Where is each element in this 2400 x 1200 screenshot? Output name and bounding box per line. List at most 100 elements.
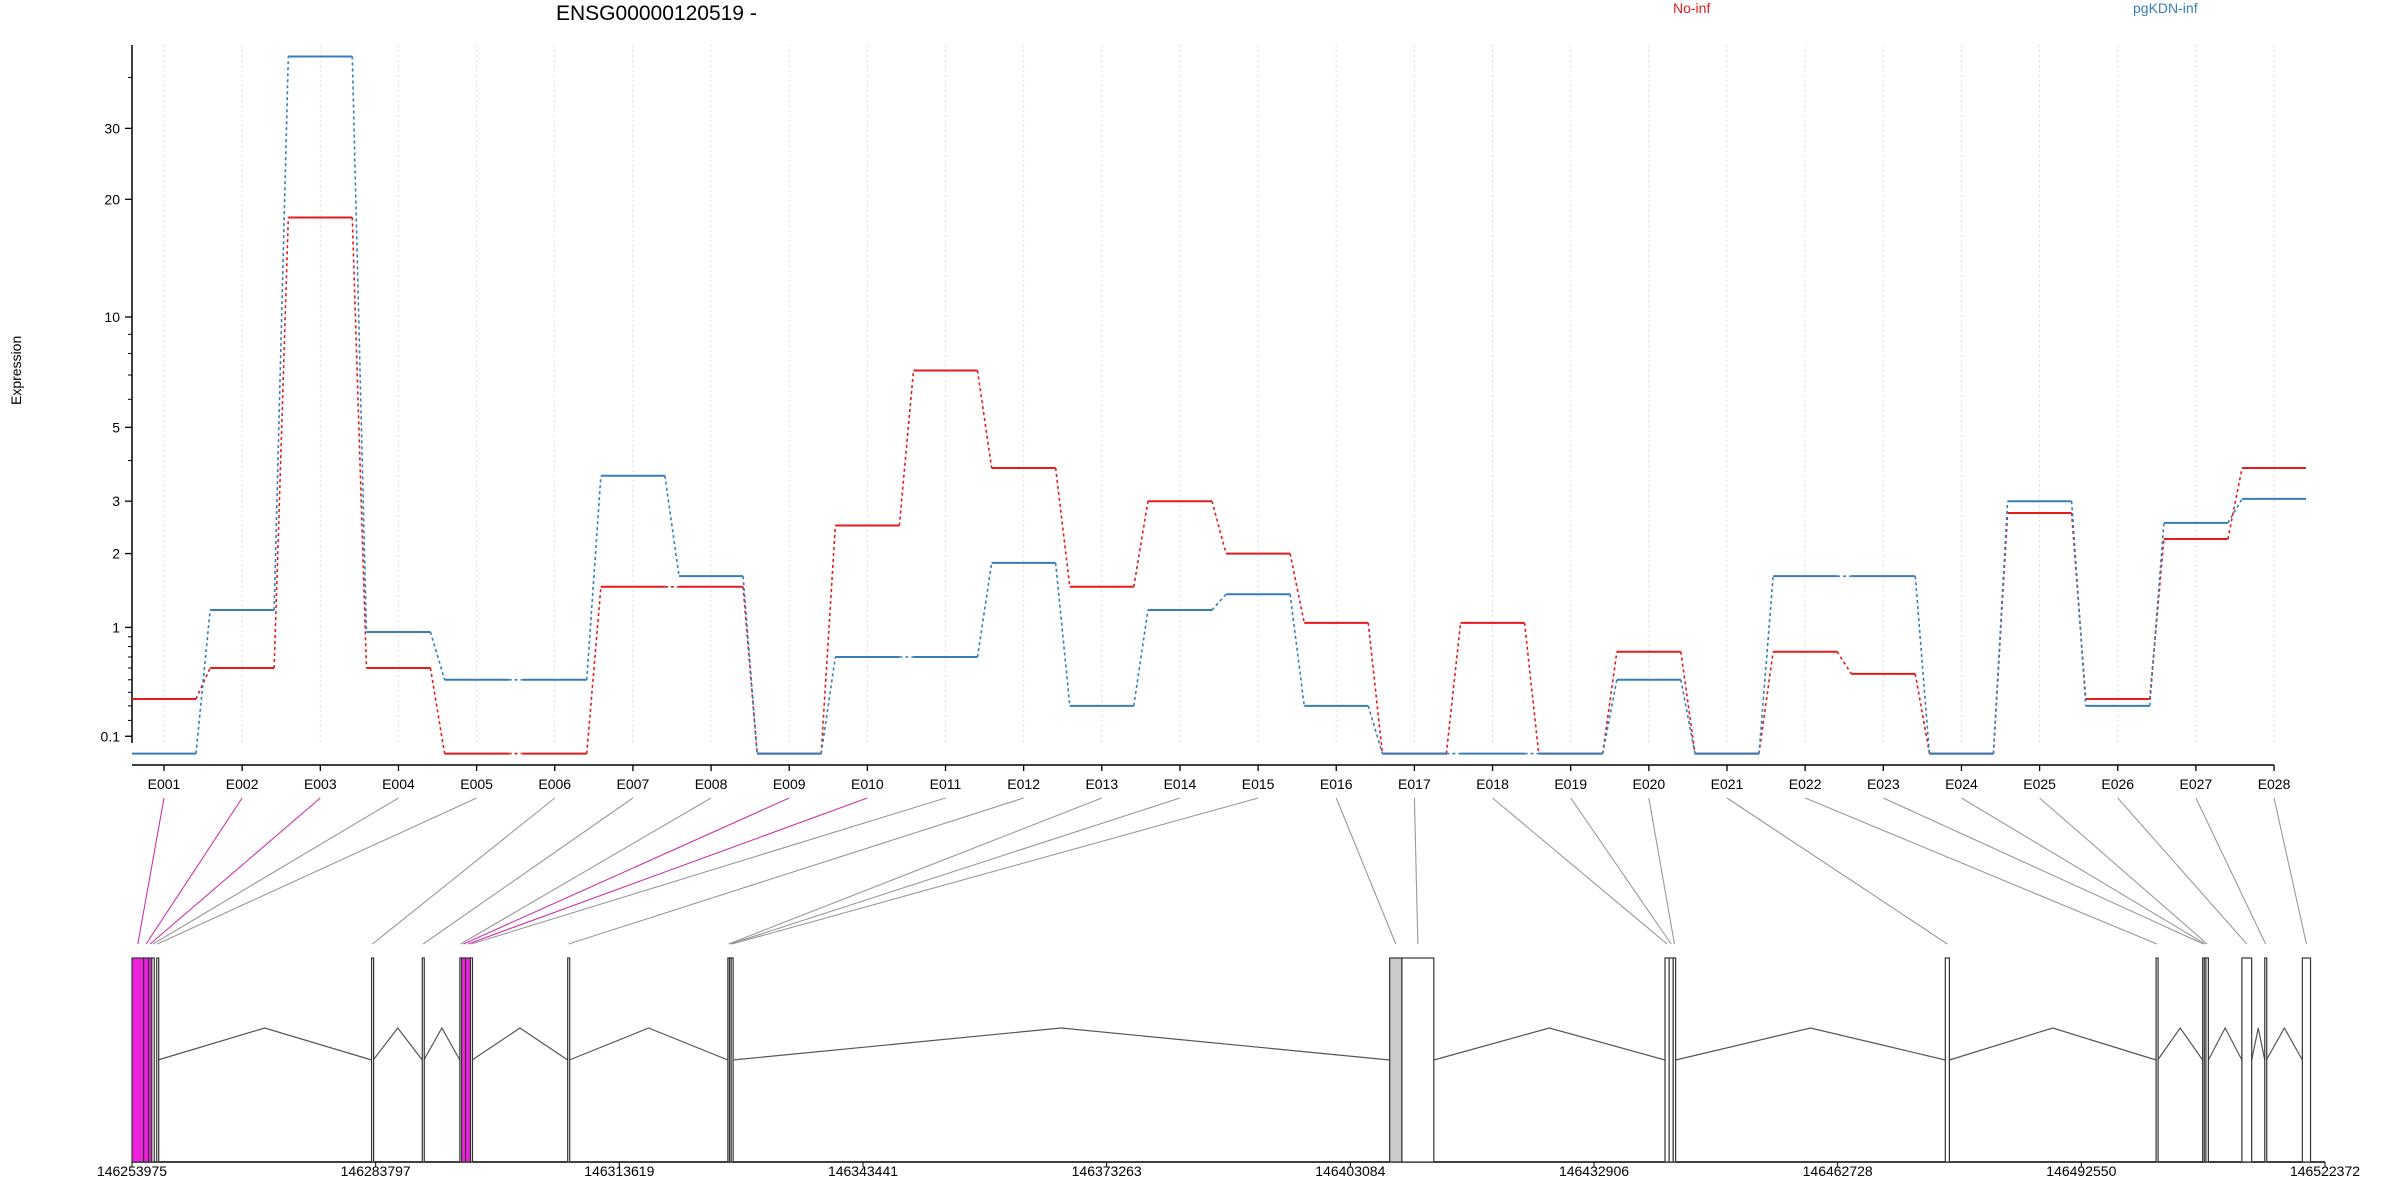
series-connector (2148, 522, 2165, 706)
series-connector (1211, 500, 1227, 554)
exon-connector (2039, 797, 2208, 945)
exon-connector (137, 797, 165, 945)
y-tick-label: 10 (104, 309, 120, 325)
series-connector (351, 56, 368, 633)
series-connector (820, 656, 837, 754)
exon-box (1668, 957, 1674, 1163)
x-tick-label: E018 (1476, 776, 1509, 792)
exon-connector (467, 797, 868, 945)
exon-connector (152, 797, 399, 945)
exon-connector (422, 797, 634, 945)
exon-connector (372, 797, 556, 945)
intron-line (1949, 1027, 2157, 1061)
series-connector (1992, 501, 2009, 754)
exon-box (2205, 957, 2209, 1163)
series-connector (1836, 651, 1852, 675)
exon-connector (728, 797, 1103, 945)
x-tick-label: E024 (1945, 776, 1978, 792)
genomic-tick-label: 146373263 (1072, 1163, 1142, 1179)
intron-line (569, 1027, 729, 1061)
genomic-tick-label: 146283797 (341, 1163, 411, 1179)
series-connector (1367, 705, 1384, 754)
series-connector (1523, 622, 1540, 754)
intron-line (732, 1027, 1390, 1061)
exon-box (2155, 957, 2159, 1163)
x-tick-label: E011 (930, 776, 962, 792)
series-connector (1054, 562, 1071, 706)
x-tick-label: E004 (382, 776, 415, 792)
x-tick-label: E001 (148, 776, 181, 792)
x-tick-label: E008 (695, 776, 728, 792)
x-tick-label: E003 (304, 776, 337, 792)
series-connector (2227, 498, 2243, 524)
legend-pgkdn-inf: pgKDN-inf (2133, 0, 2198, 16)
x-tick-label: E021 (1711, 776, 1744, 792)
exon-connector (149, 797, 321, 945)
x-tick-label: E012 (1007, 776, 1040, 792)
exon-connector (460, 797, 712, 945)
intron-line (2157, 1026, 2204, 1061)
intron-line (2265, 1026, 2303, 1061)
x-tick-label: E027 (2180, 776, 2213, 792)
x-tick-label: E010 (851, 776, 884, 792)
x-tick-label: E019 (1554, 776, 1587, 792)
exon-box (469, 957, 474, 1163)
series-connector (1758, 651, 1774, 754)
x-tick-label: E016 (1320, 776, 1353, 792)
exon-box (143, 957, 150, 1163)
series-connector (1133, 609, 1149, 706)
exon-connector (463, 797, 790, 945)
exon-connector (730, 797, 1181, 945)
exon-connector (731, 797, 1259, 945)
exon-connector (471, 797, 946, 945)
series-connector (273, 56, 290, 611)
exon-box (1401, 957, 1435, 1163)
x-tick-label: E022 (1789, 776, 1822, 792)
x-tick-label: E009 (773, 776, 806, 792)
series-connector (351, 217, 368, 669)
genomic-tick-label: 146432906 (1559, 1163, 1629, 1179)
series-connector (2227, 467, 2243, 540)
series-connector (1680, 679, 1696, 754)
series-connector (2070, 501, 2087, 706)
series-connector (1601, 679, 1618, 754)
exon-box (371, 957, 375, 1163)
genomic-tick-label: 146403084 (1315, 1163, 1385, 1179)
y-tick-label: 3 (112, 493, 120, 509)
x-tick-label: E023 (1867, 776, 1900, 792)
series-connector (1758, 576, 1774, 754)
x-tick-label: E015 (1242, 776, 1275, 792)
exon-box (421, 957, 425, 1163)
exon-box (1944, 957, 1950, 1163)
exon-connector (2117, 797, 2248, 945)
exon-box (1672, 957, 1677, 1163)
series-connector (664, 475, 680, 577)
genomic-tick-label: 146253975 (97, 1163, 167, 1179)
exon-connector (2273, 797, 2307, 945)
series-connector (976, 370, 993, 469)
y-tick-label: 2 (112, 546, 120, 562)
series-connector (1211, 593, 1227, 611)
x-tick-label: E020 (1632, 776, 1665, 792)
exon-connector (1570, 797, 1672, 945)
series-connector (429, 667, 446, 754)
intron-line (372, 1027, 423, 1061)
intron-line (1433, 1027, 1666, 1061)
exon-box (151, 957, 155, 1163)
x-tick-label: E007 (617, 776, 650, 792)
exon-connector (2195, 797, 2267, 945)
y-tick-label: 0.1 (101, 728, 121, 744)
exon-connector (568, 797, 1024, 945)
series-connector (1054, 467, 1071, 587)
exon-box (1664, 957, 1670, 1163)
exon-connector (1413, 797, 1419, 945)
series-connector (976, 562, 993, 658)
genomic-tick-label: 146462728 (1803, 1163, 1873, 1179)
exon-box (460, 957, 467, 1163)
series-connector (1445, 622, 1462, 754)
series-connector (1133, 501, 1149, 587)
x-tick-label: E028 (2258, 776, 2291, 792)
series-connector (1289, 594, 1306, 706)
intron-line (1675, 1027, 1946, 1061)
series-connector (585, 475, 602, 680)
